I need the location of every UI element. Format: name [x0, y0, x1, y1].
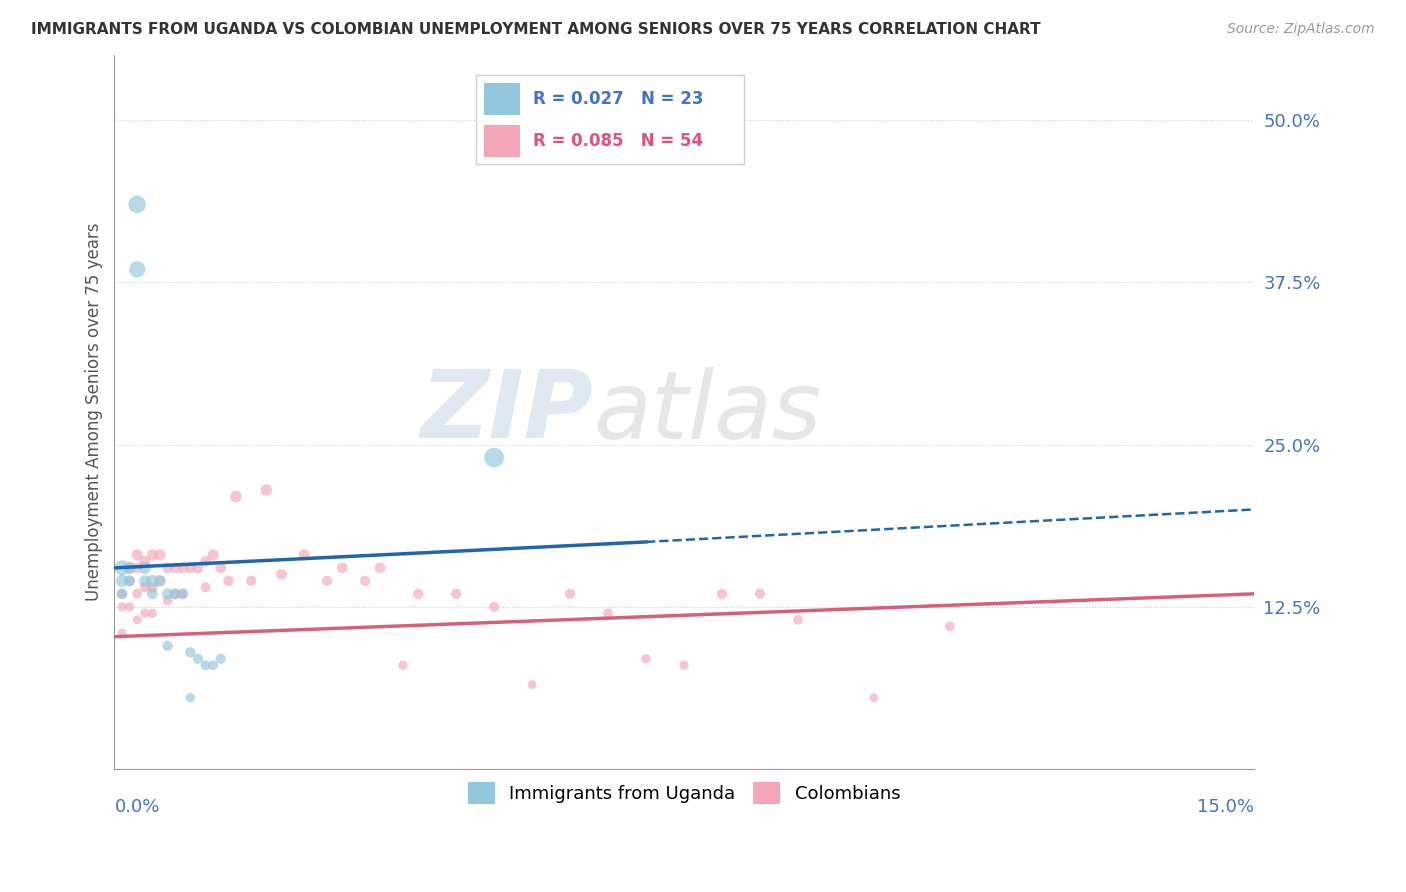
Point: [270, 567, 292, 582]
Legend: Immigrants from Uganda, Colombians: Immigrants from Uganda, Colombians: [460, 775, 908, 812]
Point: [156, 561, 179, 575]
Point: [156, 593, 179, 607]
Point: [194, 658, 217, 673]
Point: [118, 561, 141, 575]
Point: [482, 599, 505, 614]
Point: [179, 561, 201, 575]
Point: [111, 587, 134, 601]
Point: [202, 658, 225, 673]
Text: Source: ZipAtlas.com: Source: ZipAtlas.com: [1227, 22, 1375, 37]
Point: [194, 580, 217, 594]
Point: [156, 587, 179, 601]
Point: [172, 587, 194, 601]
Point: [127, 548, 149, 562]
Text: IMMIGRANTS FROM UGANDA VS COLOMBIAN UNEMPLOYMENT AMONG SENIORS OVER 75 YEARS COR: IMMIGRANTS FROM UGANDA VS COLOMBIAN UNEM…: [31, 22, 1040, 37]
Point: [179, 645, 201, 659]
Point: [141, 548, 163, 562]
Point: [156, 639, 179, 653]
Point: [520, 678, 543, 692]
Point: [240, 574, 263, 588]
Point: [165, 561, 187, 575]
Point: [127, 561, 149, 575]
Point: [111, 625, 134, 640]
Point: [217, 574, 239, 588]
Point: [172, 587, 194, 601]
Point: [134, 554, 156, 568]
Point: [127, 262, 149, 277]
Point: [596, 607, 619, 621]
Text: ZIP: ZIP: [420, 366, 593, 458]
Text: atlas: atlas: [593, 367, 821, 458]
Point: [134, 574, 156, 588]
Point: [127, 197, 149, 211]
Point: [118, 574, 141, 588]
Point: [179, 690, 201, 705]
Point: [187, 561, 209, 575]
Point: [558, 587, 581, 601]
Point: [710, 587, 733, 601]
Point: [149, 574, 172, 588]
Point: [202, 548, 225, 562]
Point: [406, 587, 429, 601]
Point: [194, 554, 217, 568]
Point: [134, 580, 156, 594]
Point: [330, 561, 353, 575]
Point: [354, 574, 377, 588]
Point: [111, 561, 134, 575]
Point: [111, 599, 134, 614]
Point: [209, 652, 232, 666]
Point: [141, 587, 163, 601]
Point: [939, 619, 962, 633]
Text: 15.0%: 15.0%: [1197, 797, 1254, 815]
Point: [111, 574, 134, 588]
Point: [392, 658, 415, 673]
Point: [787, 613, 810, 627]
Point: [134, 561, 156, 575]
Point: [749, 587, 772, 601]
Point: [165, 587, 187, 601]
Point: [172, 561, 194, 575]
Point: [209, 561, 232, 575]
Point: [127, 587, 149, 601]
Point: [134, 607, 156, 621]
Point: [292, 548, 315, 562]
Point: [118, 561, 141, 575]
Point: [141, 580, 163, 594]
Point: [368, 561, 391, 575]
Point: [165, 587, 187, 601]
Point: [482, 450, 505, 465]
Point: [111, 587, 134, 601]
Point: [118, 574, 141, 588]
Text: 0.0%: 0.0%: [114, 797, 160, 815]
Point: [149, 574, 172, 588]
Y-axis label: Unemployment Among Seniors over 75 years: Unemployment Among Seniors over 75 years: [86, 223, 103, 601]
Point: [127, 613, 149, 627]
Point: [634, 652, 657, 666]
Point: [672, 658, 695, 673]
Point: [118, 599, 141, 614]
Point: [444, 587, 467, 601]
Point: [141, 607, 163, 621]
Point: [254, 483, 277, 497]
Point: [316, 574, 339, 588]
Point: [141, 574, 163, 588]
Point: [149, 548, 172, 562]
Point: [187, 652, 209, 666]
Point: [225, 490, 247, 504]
Point: [863, 690, 886, 705]
